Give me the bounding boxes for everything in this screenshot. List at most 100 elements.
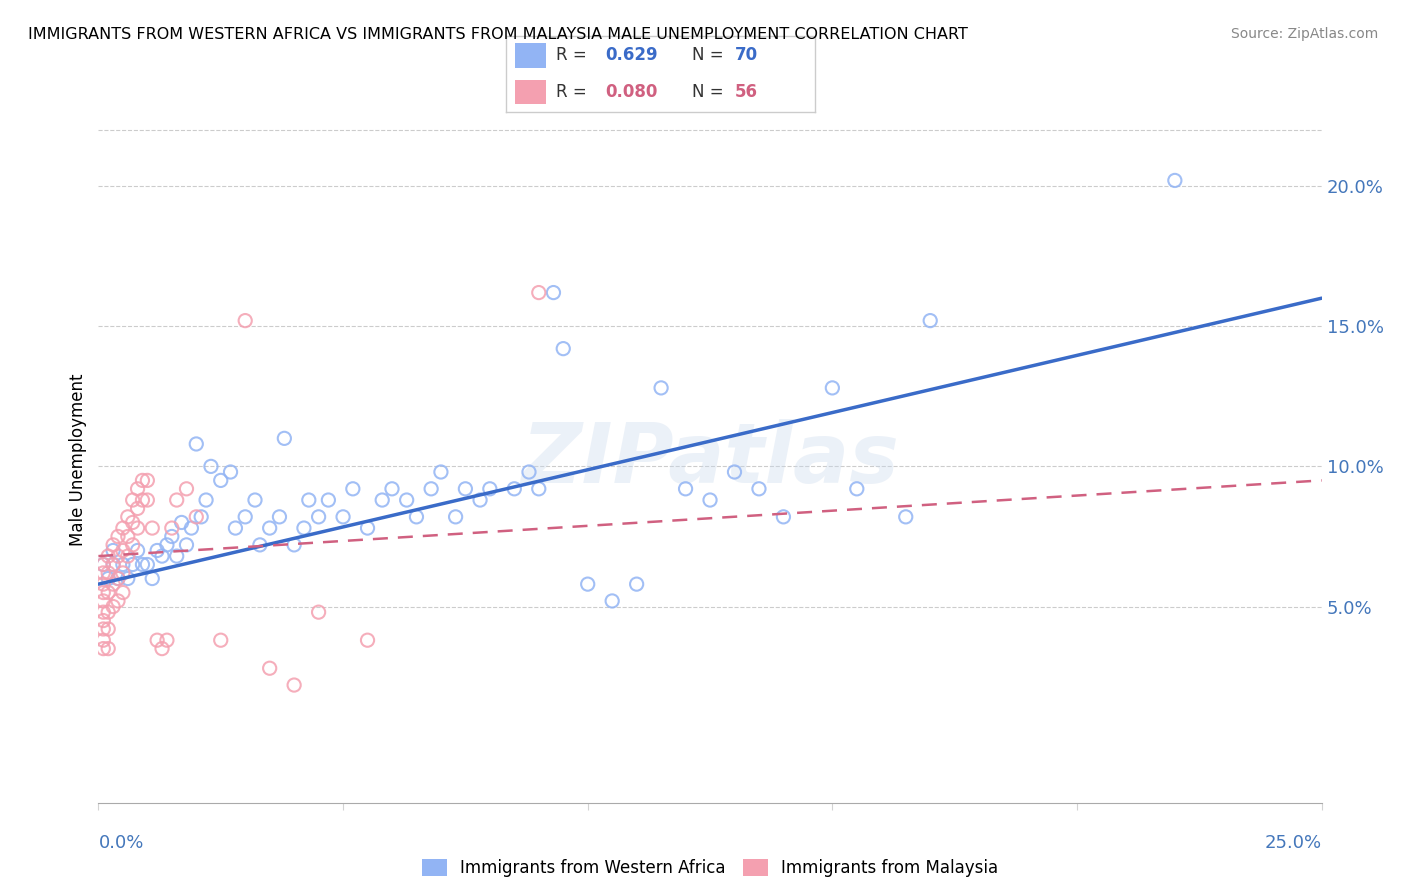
Point — [97, 605, 120, 619]
Point — [111, 521, 134, 535]
Point — [156, 633, 179, 648]
Point — [503, 482, 526, 496]
Point — [233, 509, 256, 524]
Point — [111, 566, 134, 580]
Point — [209, 474, 232, 488]
Point — [131, 474, 153, 488]
Point — [107, 549, 129, 563]
Point — [121, 538, 143, 552]
Point — [97, 622, 120, 636]
Point — [318, 493, 340, 508]
Point — [772, 509, 794, 524]
Point — [269, 509, 291, 524]
Point — [131, 558, 153, 572]
Point — [166, 549, 188, 563]
Point — [97, 585, 120, 599]
Point — [233, 313, 256, 327]
Point — [160, 521, 183, 535]
Point — [356, 521, 378, 535]
Point — [371, 493, 394, 508]
Point — [527, 482, 550, 496]
Point — [107, 594, 129, 608]
Point — [91, 594, 114, 608]
Point — [273, 431, 295, 445]
Text: IMMIGRANTS FROM WESTERN AFRICA VS IMMIGRANTS FROM MALAYSIA MALE UNEMPLOYMENT COR: IMMIGRANTS FROM WESTERN AFRICA VS IMMIGR… — [28, 27, 967, 42]
Point — [894, 509, 917, 524]
Point — [121, 516, 143, 530]
Point — [127, 482, 149, 496]
Point — [117, 572, 139, 586]
Point — [468, 493, 491, 508]
Point — [1164, 173, 1187, 187]
Legend: Immigrants from Western Africa, Immigrants from Malaysia: Immigrants from Western Africa, Immigran… — [415, 852, 1005, 884]
Point — [156, 538, 179, 552]
Point — [160, 529, 183, 543]
Point — [342, 482, 364, 496]
Point — [283, 538, 305, 552]
Point — [150, 549, 173, 563]
Point — [224, 521, 246, 535]
Point — [91, 566, 114, 580]
Text: ZIPatlas: ZIPatlas — [522, 419, 898, 500]
Point — [186, 437, 208, 451]
Text: N =: N = — [692, 83, 728, 101]
Point — [91, 605, 114, 619]
Point — [259, 661, 281, 675]
Text: R =: R = — [555, 46, 592, 64]
Point — [97, 566, 120, 580]
Point — [136, 474, 159, 488]
Point — [166, 493, 188, 508]
Point — [405, 509, 427, 524]
Point — [395, 493, 418, 508]
Point — [91, 614, 114, 628]
Point — [308, 509, 330, 524]
Point — [91, 558, 114, 572]
Text: 0.629: 0.629 — [605, 46, 658, 64]
Point — [141, 572, 163, 586]
Text: R =: R = — [555, 83, 592, 101]
Point — [600, 594, 623, 608]
Point — [420, 482, 443, 496]
Text: 70: 70 — [735, 46, 758, 64]
Point — [91, 585, 114, 599]
Point — [195, 493, 218, 508]
Point — [111, 543, 134, 558]
Bar — [516, 44, 547, 68]
Point — [292, 521, 315, 535]
Point — [200, 459, 222, 474]
Point — [356, 633, 378, 648]
Point — [127, 521, 149, 535]
Point — [553, 342, 575, 356]
Point — [332, 509, 354, 524]
Point — [107, 529, 129, 543]
Text: 0.080: 0.080 — [605, 83, 658, 101]
Point — [190, 509, 212, 524]
Point — [517, 465, 540, 479]
Point — [101, 577, 124, 591]
Point — [527, 285, 550, 300]
Text: 25.0%: 25.0% — [1264, 834, 1322, 852]
Point — [127, 543, 149, 558]
Point — [259, 521, 281, 535]
Point — [107, 572, 129, 586]
Point — [141, 521, 163, 535]
Point — [131, 493, 153, 508]
Point — [146, 633, 169, 648]
Point — [121, 558, 143, 572]
Text: 0.0%: 0.0% — [98, 834, 143, 852]
Point — [111, 585, 134, 599]
Point — [101, 599, 124, 614]
Point — [444, 509, 467, 524]
Point — [650, 381, 672, 395]
Point — [845, 482, 868, 496]
Point — [170, 516, 193, 530]
Point — [186, 509, 208, 524]
Point — [91, 633, 114, 648]
Point — [97, 641, 120, 656]
Point — [723, 465, 745, 479]
Point — [748, 482, 770, 496]
Point — [478, 482, 501, 496]
Point — [543, 285, 565, 300]
Point — [91, 622, 114, 636]
Point — [111, 558, 134, 572]
